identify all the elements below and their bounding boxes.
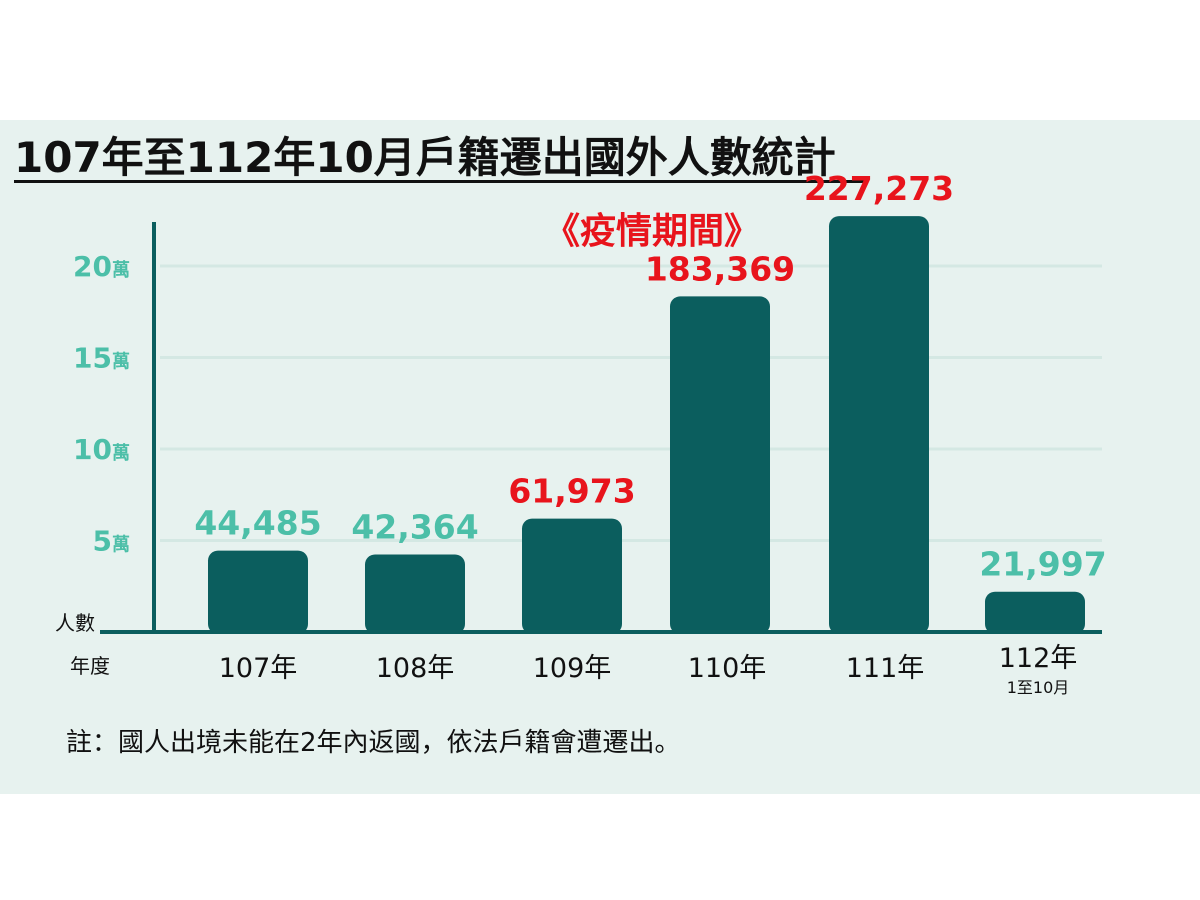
data-label: 227,273 — [804, 169, 954, 208]
y-tick-unit: 萬 — [112, 535, 130, 556]
chart-panel — [0, 120, 1200, 794]
data-label: 44,485 — [194, 504, 321, 543]
y-tick-number: 15 — [73, 342, 112, 375]
bar — [522, 518, 622, 634]
y-tick-unit: 萬 — [112, 260, 130, 281]
pandemic-period-annotation: 《疫情期間》 — [544, 211, 760, 252]
y-tick-unit: 萬 — [112, 443, 130, 464]
x-tick-label: 107年 — [219, 653, 298, 684]
y-tick-label: 20萬 — [73, 250, 130, 283]
chart-title: 107年至112年10月戶籍遷出國外人數統計 — [14, 133, 836, 182]
x-tick-label: 111年 — [846, 653, 925, 684]
x-tick-sublabel: 1至10月 — [1007, 678, 1070, 697]
bar — [670, 296, 770, 634]
y-tick-label: 5萬 — [93, 525, 130, 558]
bar — [365, 554, 465, 634]
y-tick-number: 20 — [73, 250, 112, 283]
data-label: 183,369 — [645, 249, 795, 288]
x-tick-label: 110年 — [688, 653, 767, 684]
y-tick-label: 15萬 — [73, 342, 130, 375]
data-label: 61,973 — [508, 472, 635, 511]
data-label: 42,364 — [351, 507, 478, 546]
title-underline — [14, 180, 866, 183]
footnote: 註：國人出境未能在2年內返國，依法戶籍會遭遷出。 — [66, 728, 681, 758]
y-axis-label: 人數 — [55, 611, 95, 635]
x-tick-label: 109年 — [533, 653, 612, 684]
bar — [208, 550, 308, 634]
data-label: 21,997 — [979, 545, 1106, 584]
y-tick-number: 5 — [93, 525, 112, 558]
y-tick-unit: 萬 — [112, 352, 130, 373]
x-tick-label: 108年 — [376, 653, 455, 684]
y-tick-label: 10萬 — [73, 433, 130, 466]
bar — [985, 591, 1085, 634]
bar — [829, 216, 929, 635]
x-tick-label: 112年 — [999, 643, 1078, 674]
y-tick-number: 10 — [73, 433, 112, 466]
x-axis-label: 年度 — [70, 654, 110, 678]
